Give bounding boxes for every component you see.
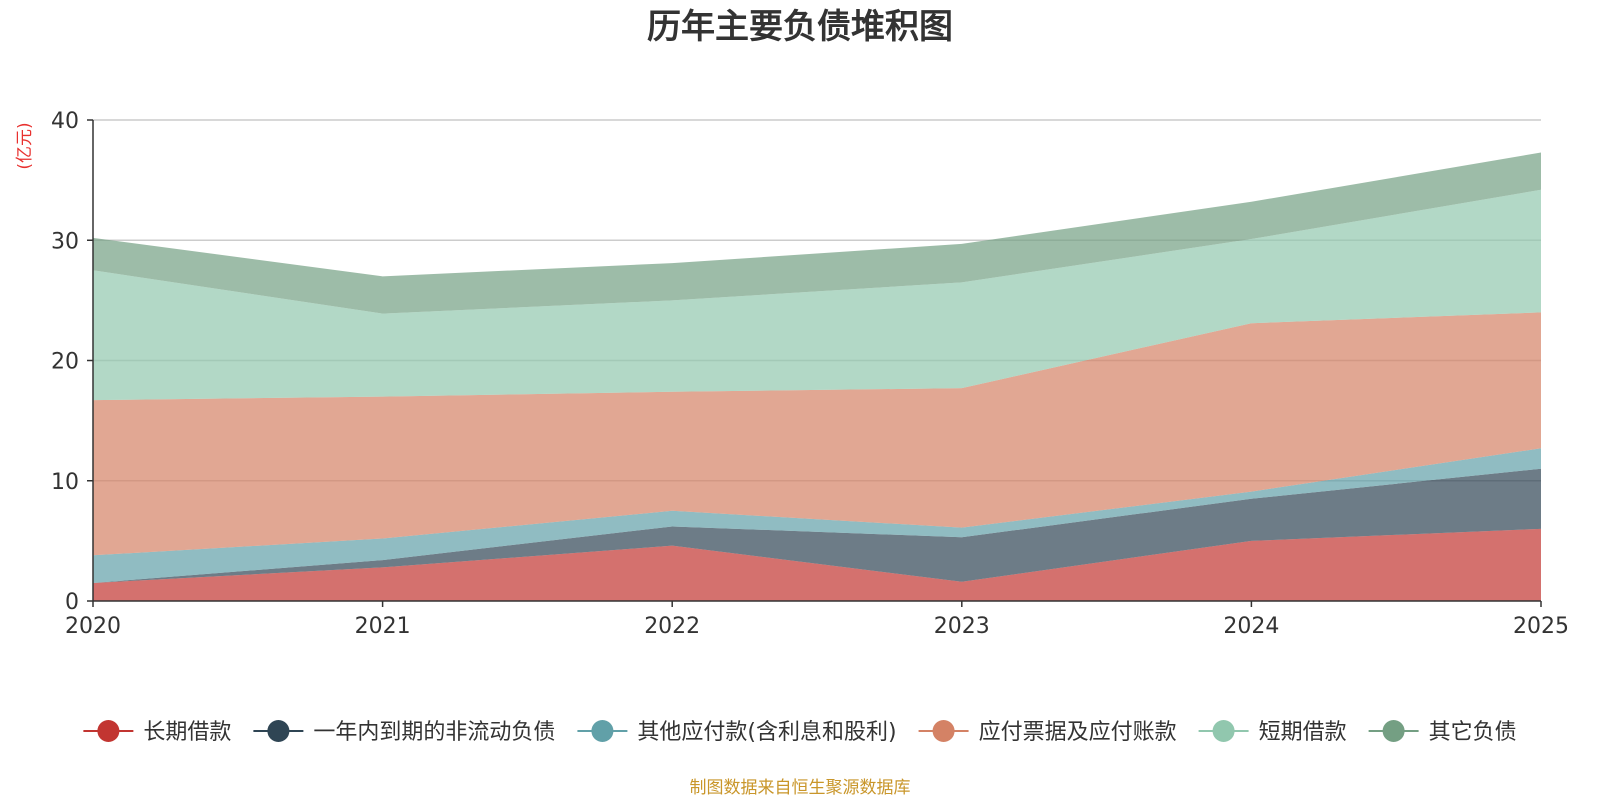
area-series-4: [93, 312, 1541, 556]
y-tick-label: 0: [65, 590, 79, 615]
legend: 长期借款 一年内到期的非流动负债 其他应付款(含利息和股利) 应付票据及应付账款 短期借…: [83, 720, 1517, 745]
legend-label: 应付票据及应付账款: [979, 720, 1177, 745]
area-series-6: [93, 152, 1541, 314]
x-tick-label: 2022: [644, 614, 700, 639]
legend-item[interactable]: 短期借款: [1198, 720, 1347, 745]
legend-label: 其他应付款(含利息和股利): [637, 720, 896, 745]
x-tick-label: 2021: [355, 614, 411, 639]
legend-marker-icon: [591, 720, 614, 742]
x-tick-label: 2020: [65, 614, 121, 639]
area-series-2: [93, 468, 1541, 583]
y-tick-label: 10: [51, 470, 79, 495]
y-axis-unit-label: (亿元): [15, 122, 35, 169]
x-tick-label: 2024: [1223, 614, 1279, 639]
legend-label: 其它负债: [1429, 720, 1517, 745]
legend-marker-icon: [1212, 720, 1235, 742]
legend-item[interactable]: 其它负债: [1368, 720, 1517, 745]
area-series-group: [93, 152, 1541, 601]
legend-label: 长期借款: [143, 720, 231, 745]
data-source-note: 制图数据来自恒生聚源数据库: [690, 778, 911, 798]
legend-item[interactable]: 长期借款: [83, 720, 231, 745]
y-tick-label: 40: [51, 109, 79, 134]
legend-marker-icon: [1382, 720, 1405, 742]
legend-marker-icon: [267, 720, 290, 742]
legend-item[interactable]: 一年内到期的非流动负债: [253, 720, 555, 745]
x-tick-label: 2025: [1513, 614, 1569, 639]
legend-marker-icon: [932, 720, 955, 742]
legend-marker-icon: [97, 720, 120, 742]
legend-item[interactable]: 其他应付款(含利息和股利): [577, 720, 897, 745]
legend-label: 短期借款: [1259, 720, 1347, 745]
chart-title: 历年主要负债堆积图: [647, 7, 953, 47]
area-series-1: [93, 528, 1541, 601]
legend-item[interactable]: 应付票据及应付账款: [918, 720, 1177, 745]
legend-label: 一年内到期的非流动负债: [313, 720, 555, 745]
area-series-3: [93, 448, 1541, 583]
axes: 0 10 20 30 40 2020 2021 2022 2023 2024 2025: [51, 109, 1569, 639]
area-series-5: [93, 189, 1541, 401]
y-tick-label: 30: [51, 229, 79, 254]
y-tick-label: 20: [51, 350, 79, 375]
x-tick-label: 2023: [934, 614, 990, 639]
